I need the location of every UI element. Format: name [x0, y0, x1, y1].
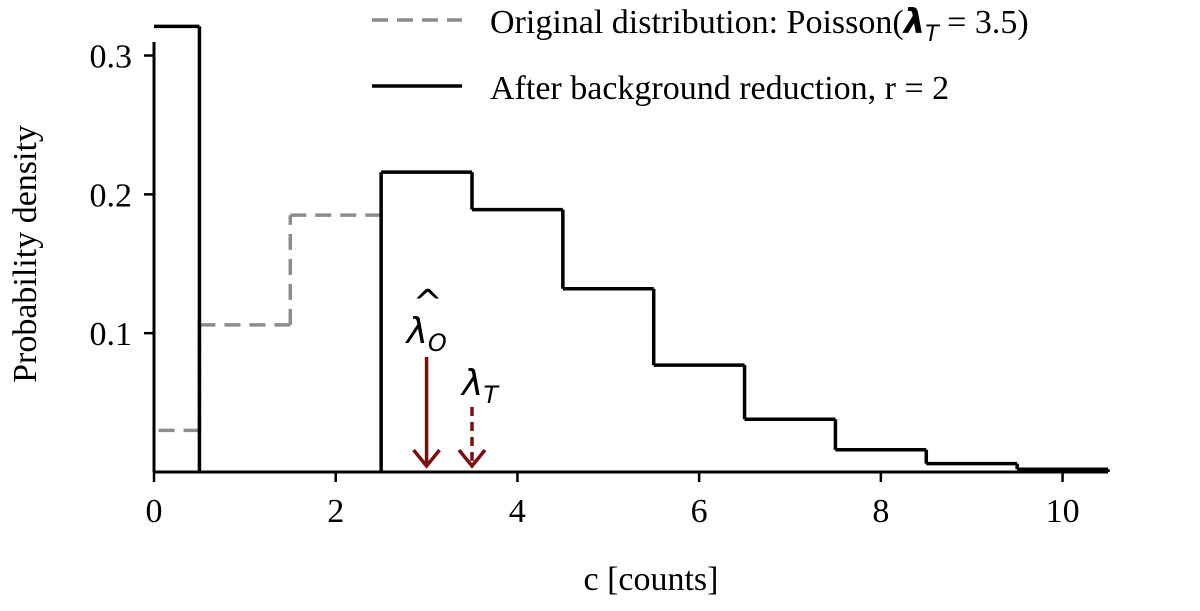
legend-label: After background reduction, r = 2 — [490, 70, 949, 107]
legend-label: Original distribution: Poisson(λT = 3.5) — [490, 2, 1029, 47]
x-tick-label: 10 — [1046, 493, 1080, 530]
marker-arrow-lambda-t — [457, 407, 487, 469]
series-0 — [154, 213, 382, 433]
x-tick-label: 8 — [872, 493, 889, 530]
y-tick-label: 0.3 — [90, 39, 133, 76]
y-tick-label: 0.1 — [90, 316, 133, 353]
marker-label-lambda-t: λT — [460, 363, 500, 409]
series-layer — [154, 24, 1110, 472]
x-tick-label: 6 — [691, 493, 708, 530]
y-tick-label: 0.2 — [90, 177, 133, 214]
marker-label-lambda-o: λO — [405, 311, 447, 357]
ticks: 0 2 4 6 8 10 0.1 0.2 0.3 — [90, 39, 1080, 530]
legend-entry-0: Original distribution: Poisson(λT = 3.5) — [372, 2, 1029, 47]
x-tick-label: 0 — [146, 493, 163, 530]
plot-area — [154, 24, 1110, 472]
marker-arrow-lambda-o — [412, 357, 441, 469]
legend: Original distribution: Poisson(λT = 3.5)… — [372, 2, 1029, 107]
y-axis-title: Probability density — [7, 125, 44, 383]
marker-layer — [412, 357, 487, 469]
x-tick-label: 2 — [327, 493, 344, 530]
x-tick-label: 4 — [509, 493, 526, 530]
x-axis-title: c [counts] — [583, 561, 718, 598]
marker-labels: λO^ λT — [405, 283, 501, 409]
series-1 — [154, 24, 1110, 472]
hat-accent: ^ — [413, 283, 443, 324]
legend-entry-1: After background reduction, r = 2 — [372, 70, 949, 107]
axes — [152, 42, 1108, 474]
